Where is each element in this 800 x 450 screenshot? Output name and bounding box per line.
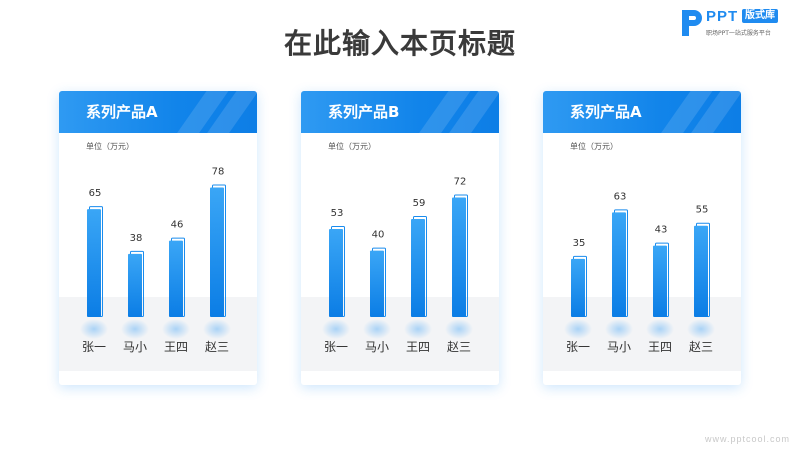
brand-logo: PPT 版式库 职场PPT一站式服务平台 [680,8,796,42]
bar [169,240,183,317]
unit-label: 单位（万元） [86,142,134,151]
bar-reflection [121,319,149,339]
bar [653,245,667,317]
bar [571,258,585,317]
category-label: 张一 [82,340,106,354]
category-label: 王四 [406,340,430,354]
bar-chart: 35 张一 63 马小 43 王四 55 赵三 [564,191,715,354]
bar-reflection [203,319,231,339]
data-label: 65 [89,188,102,199]
data-label: 40 [372,230,385,241]
bar-chart: 65 张一 38 马小 46 王四 78 赵三 [80,167,231,354]
chart-card-1: 系列产品A 单位（万元） 65 张一 38 马小 46 王四 78 赵三 [59,91,257,385]
bar-reflection [687,319,715,339]
bar [370,250,384,317]
bar-reflection [646,319,674,339]
chart-title: 系列产品A [86,103,158,121]
category-label: 马小 [123,340,147,354]
category-label: 马小 [607,340,631,354]
card-header: 系列产品A [59,91,257,133]
bar [87,209,101,317]
bar-reflection [404,319,432,339]
data-label: 38 [130,233,143,244]
bar [128,253,142,317]
category-label: 赵三 [205,340,229,354]
chart-title: 系列产品B [328,103,400,121]
card-header: 系列产品B [301,91,499,133]
bar-reflection [605,319,633,339]
data-label: 46 [171,220,184,231]
data-label: 55 [696,205,709,216]
data-label: 43 [655,225,668,236]
unit-label: 单位（万元） [328,142,376,151]
watermark: www.pptcool.com [705,434,791,444]
unit-label: 单位（万元） [570,142,618,151]
data-label: 72 [454,176,467,187]
category-label: 张一 [324,340,348,354]
bar-reflection [80,319,108,339]
card-header: 系列产品A [543,91,741,133]
bar-reflection [322,319,350,339]
bar [452,197,466,317]
bar-reflection [162,319,190,339]
category-label: 张一 [566,340,590,354]
chart-title: 系列产品A [570,103,642,121]
page-title: 在此输入本页标题 [283,27,516,60]
logo-brand-text: PPT [706,8,739,25]
category-label: 王四 [164,340,188,354]
bar [210,187,224,317]
category-label: 王四 [648,340,672,354]
bar [329,229,343,317]
data-label: 78 [212,167,225,178]
bar-chart: 53 张一 40 马小 59 王四 72 赵三 [322,176,473,354]
category-label: 马小 [365,340,389,354]
category-label: 赵三 [447,340,471,354]
data-label: 59 [413,198,426,209]
bar-reflection [363,319,391,339]
bar-reflection [564,319,592,339]
chart-card-2: 系列产品B 单位（万元） 53 张一 40 马小 59 王四 72 赵三 [301,91,499,385]
logo-tagline: 职场PPT一站式服务平台 [706,30,771,37]
logo-p-icon [682,10,702,36]
bar [694,225,708,317]
data-label: 53 [331,208,344,219]
logo-badge: 版式库 [742,9,778,23]
bar [411,219,425,317]
category-label: 赵三 [689,340,713,354]
bar [612,212,626,317]
bar-reflection [445,319,473,339]
chart-card-3: 系列产品A 单位（万元） 35 张一 63 马小 43 王四 55 赵三 [543,91,741,385]
data-label: 35 [573,238,586,249]
data-label: 63 [614,191,627,202]
